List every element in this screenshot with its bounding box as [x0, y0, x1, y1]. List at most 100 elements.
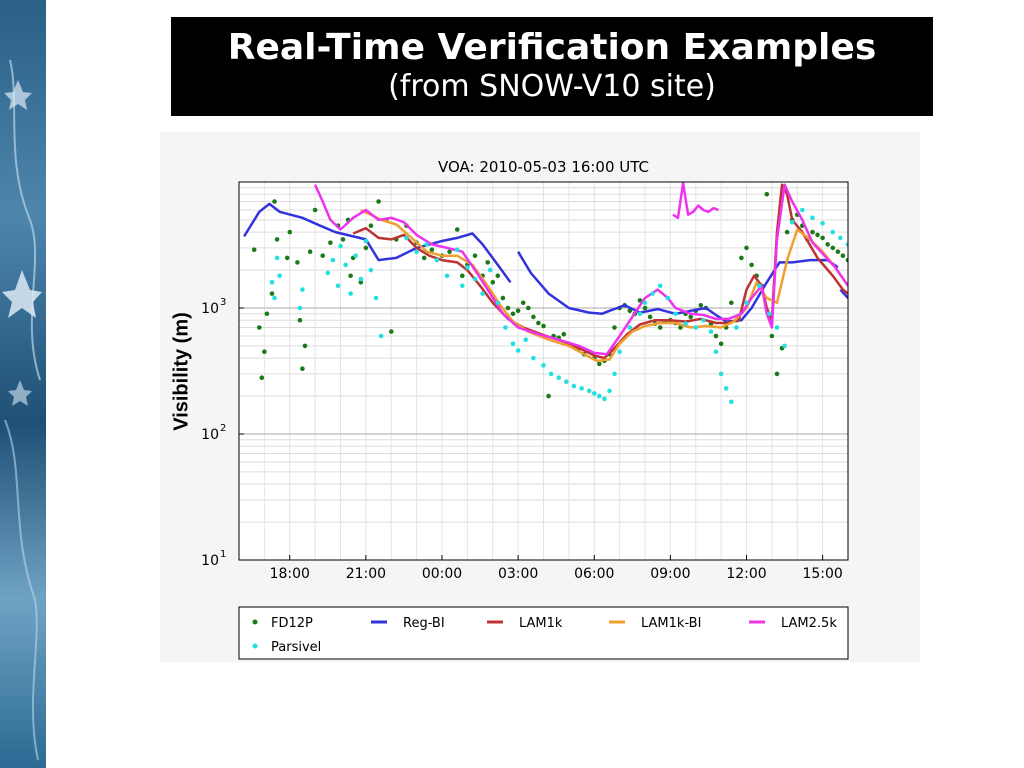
data-point — [490, 280, 496, 285]
y-tick-label: 10 — [201, 427, 219, 443]
data-point — [541, 363, 546, 368]
data-point — [259, 375, 265, 381]
x-tick-label: 15:00 — [802, 566, 842, 582]
data-point — [571, 383, 577, 389]
data-point — [693, 325, 699, 330]
data-point — [376, 199, 381, 204]
data-point — [774, 325, 780, 330]
data-point — [495, 300, 501, 306]
data-point — [472, 276, 478, 282]
data-point — [561, 331, 567, 337]
data-point — [526, 305, 531, 311]
data-point — [335, 283, 341, 289]
x-tick-label: 09:00 — [650, 566, 690, 582]
data-point — [312, 207, 318, 213]
data-point — [531, 355, 536, 361]
data-point — [251, 247, 257, 252]
data-point — [460, 273, 465, 279]
series-line — [839, 288, 848, 299]
data-point — [749, 262, 754, 268]
legend-label: LAM1k — [519, 616, 563, 631]
slide-subtitle: (from SNOW-V10 site) — [388, 69, 716, 104]
data-point — [825, 242, 830, 247]
data-point — [784, 229, 790, 235]
data-point — [586, 388, 592, 394]
data-point — [297, 317, 303, 323]
y-tick-exponent: 3 — [220, 297, 226, 308]
data-point — [657, 325, 663, 330]
data-point — [300, 287, 305, 292]
data-point — [592, 391, 597, 396]
data-point — [789, 219, 795, 225]
data-point — [472, 253, 478, 258]
data-point — [348, 273, 353, 279]
data-point — [300, 366, 305, 372]
data-point — [338, 243, 343, 249]
data-point — [262, 349, 267, 355]
chart-title: VOA: 2010-05-03 16:00 UTC — [438, 158, 649, 176]
data-point — [774, 371, 780, 377]
data-point — [523, 337, 528, 343]
data-point — [637, 298, 643, 303]
data-point — [673, 311, 678, 317]
data-point — [541, 323, 546, 329]
data-point — [713, 349, 719, 355]
x-tick-label: 00:00 — [422, 566, 462, 582]
series-line — [352, 183, 848, 360]
data-point — [701, 317, 706, 323]
data-point — [495, 273, 501, 279]
legend-label: Parsivel — [271, 640, 321, 655]
data-point — [718, 371, 724, 377]
series-line — [360, 208, 848, 363]
data-point — [421, 255, 427, 261]
data-point — [536, 320, 541, 326]
data-point — [698, 303, 704, 308]
data-point — [414, 249, 419, 254]
data-point — [830, 229, 836, 235]
data-point — [363, 238, 369, 244]
x-tick-label: 06:00 — [574, 566, 614, 582]
data-point — [454, 247, 460, 252]
data-point — [713, 333, 719, 339]
data-point — [510, 311, 516, 317]
data-point — [678, 325, 683, 330]
data-point — [429, 247, 435, 252]
data-point — [845, 257, 848, 263]
data-point — [389, 329, 394, 334]
data-point — [274, 237, 280, 242]
data-point — [665, 295, 671, 301]
data-point — [325, 270, 331, 276]
data-point — [503, 325, 508, 330]
series-reg-bi — [243, 202, 848, 323]
legend-label: Reg-BI — [403, 616, 445, 631]
data-point — [460, 283, 465, 289]
data-point — [465, 265, 470, 270]
data-point — [531, 314, 536, 320]
data-point — [830, 245, 836, 251]
data-point — [358, 280, 364, 285]
data-point — [718, 341, 724, 347]
data-point — [444, 273, 450, 279]
data-point — [353, 253, 359, 258]
data-point — [800, 207, 805, 213]
data-point — [287, 229, 293, 235]
data-point — [272, 199, 277, 204]
data-point — [485, 260, 491, 265]
data-point — [756, 283, 762, 289]
data-point — [810, 215, 815, 221]
data-point — [368, 267, 374, 273]
data-point — [378, 333, 384, 339]
legend-marker — [252, 619, 258, 625]
y-tick-exponent: 1 — [220, 549, 226, 560]
data-point — [602, 396, 607, 402]
data-point — [297, 305, 303, 311]
data-point — [307, 249, 313, 254]
y-tick-exponent: 2 — [220, 423, 226, 434]
data-point — [744, 245, 749, 251]
x-tick-label: 12:00 — [726, 566, 766, 582]
data-point — [320, 253, 326, 258]
data-point — [764, 191, 770, 197]
data-point — [820, 221, 825, 226]
slide-title: Real-Time Verification Examples — [227, 27, 877, 68]
